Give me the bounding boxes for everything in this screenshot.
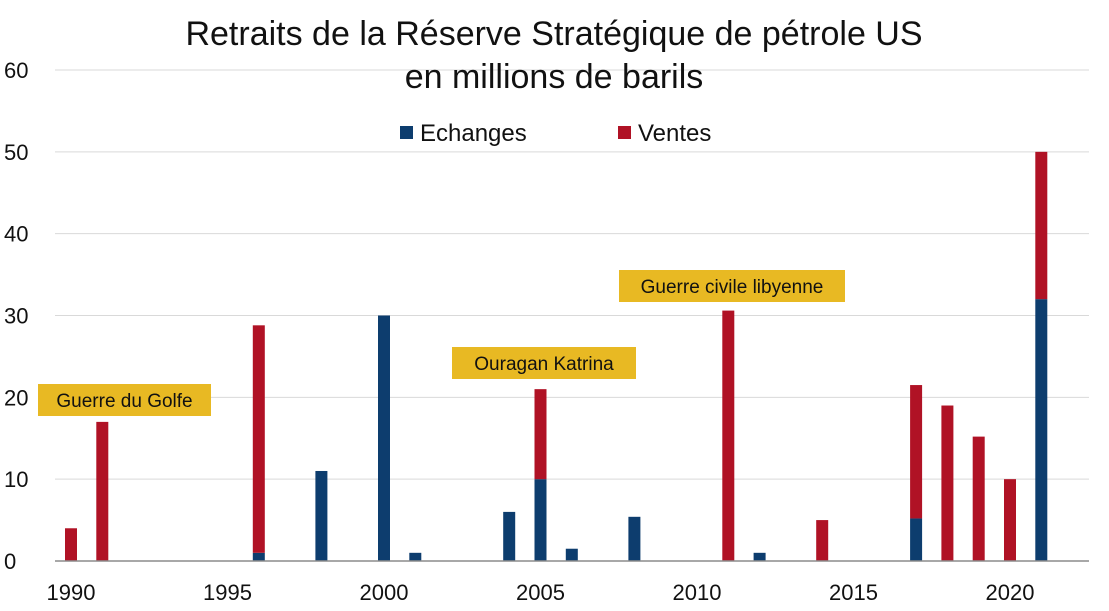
bar-echanges-2017 (910, 518, 923, 561)
bar-echanges-2006 (565, 548, 578, 561)
y-tick-label: 0 (4, 549, 16, 574)
bars-layer (65, 151, 1048, 561)
bar-echanges-1998 (315, 470, 328, 561)
chart-title-line-2: en millions de barils (405, 58, 704, 96)
annotation-text-guerre-civile-libyenne: Guerre civile libyenne (641, 277, 824, 298)
bar-ventes-2005 (534, 389, 547, 480)
x-tick-label: 2000 (360, 580, 409, 605)
annotation-box (619, 270, 845, 302)
bar-ventes-1990 (65, 528, 77, 561)
annotation-box (452, 347, 636, 379)
bar-ventes-2018 (941, 405, 954, 561)
annotation-guerre-civile-libyenne: Guerre civile libyenne (619, 270, 845, 302)
y-tick-label: 40 (4, 222, 28, 247)
legend-label-echanges: Echanges (420, 120, 527, 147)
bar-ventes-2021 (1035, 151, 1048, 300)
bar-echanges-2021 (1035, 299, 1048, 561)
grid-layer (55, 69, 1089, 480)
x-tick-labels: 1990 1995 2000 2005 2010 2015 2020 (47, 580, 1035, 605)
legend-label-ventes: Ventes (638, 120, 711, 147)
annotation-layer: Guerre du Golfe Ouragan Katrina Guerre c… (38, 270, 845, 416)
x-tick-label: 1995 (203, 580, 252, 605)
bar-ventes-2011 (722, 310, 735, 561)
legend: Echanges Ventes (400, 120, 711, 147)
x-tick-label: 1990 (47, 580, 96, 605)
bar-echanges-2008 (628, 516, 641, 561)
annotation-box (38, 384, 211, 416)
annotation-text-guerre-du-golfe: Guerre du Golfe (56, 391, 192, 412)
y-tick-label: 60 (4, 58, 28, 83)
y-tick-labels: 0 10 20 30 40 50 60 (4, 58, 28, 574)
x-tick-label: 2010 (673, 580, 722, 605)
bar-ventes-2020 (1004, 479, 1016, 561)
y-tick-label: 30 (4, 304, 28, 329)
bar-echanges-2005 (534, 479, 547, 561)
x-tick-label: 2020 (986, 580, 1035, 605)
bar-ventes-2019 (972, 436, 985, 561)
x-tick-label: 2015 (829, 580, 878, 605)
bar-ventes-2014 (816, 520, 829, 561)
bar-ventes-1996 (252, 325, 265, 553)
bar-ventes-2017 (910, 385, 923, 519)
chart-title-line-1: Retraits de la Réserve Stratégique de pé… (185, 15, 922, 53)
annotation-ouragan-katrina: Ouragan Katrina (452, 347, 636, 379)
x-tick-label: 2005 (516, 580, 565, 605)
legend-swatch-echanges (400, 126, 413, 139)
bar-echanges-2001 (409, 552, 422, 561)
y-tick-label: 10 (4, 467, 28, 492)
bar-echanges-2000 (378, 315, 390, 561)
bar-echanges-2012 (753, 552, 766, 561)
annotation-text-ouragan-katrina: Ouragan Katrina (474, 354, 614, 375)
bar-echanges-2004 (503, 511, 516, 561)
bar-echanges-1996 (252, 552, 265, 561)
annotation-guerre-du-golfe: Guerre du Golfe (38, 384, 211, 416)
y-tick-label: 20 (4, 385, 28, 410)
y-tick-label: 50 (4, 140, 28, 165)
legend-swatch-ventes (618, 126, 631, 139)
bar-ventes-1991 (96, 421, 109, 561)
